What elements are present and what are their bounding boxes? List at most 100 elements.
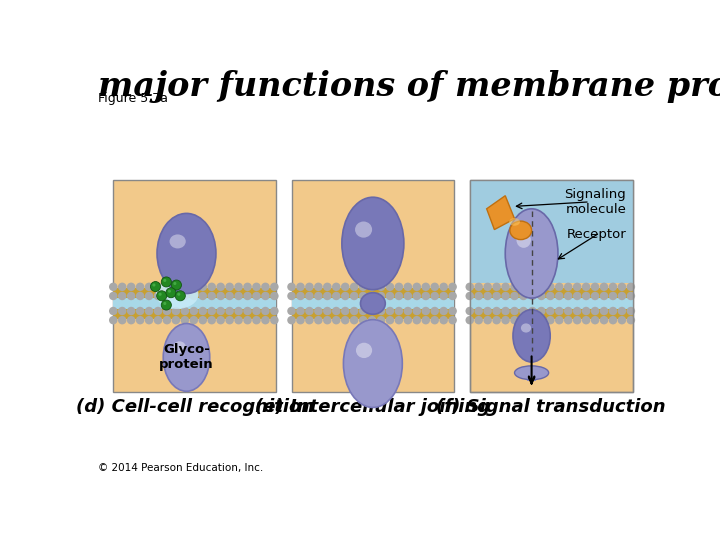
Circle shape <box>474 307 483 315</box>
Circle shape <box>136 316 145 325</box>
Circle shape <box>234 282 243 291</box>
Circle shape <box>359 292 367 300</box>
Circle shape <box>466 282 474 291</box>
Circle shape <box>189 307 198 315</box>
Circle shape <box>261 282 270 291</box>
Circle shape <box>163 282 171 291</box>
Circle shape <box>199 292 207 300</box>
Circle shape <box>199 316 207 325</box>
Circle shape <box>154 292 162 300</box>
Circle shape <box>350 307 359 315</box>
Circle shape <box>519 316 528 325</box>
Circle shape <box>600 292 608 300</box>
Circle shape <box>510 282 519 291</box>
Circle shape <box>252 292 261 300</box>
Circle shape <box>404 307 412 315</box>
Circle shape <box>296 316 305 325</box>
Circle shape <box>177 293 180 296</box>
Circle shape <box>163 279 166 282</box>
Circle shape <box>323 282 332 291</box>
Circle shape <box>546 282 554 291</box>
Circle shape <box>573 282 582 291</box>
Circle shape <box>350 282 359 291</box>
Circle shape <box>154 282 162 291</box>
Circle shape <box>368 292 377 300</box>
Circle shape <box>546 307 554 315</box>
Ellipse shape <box>510 221 531 240</box>
Circle shape <box>234 307 243 315</box>
Ellipse shape <box>157 213 216 293</box>
Circle shape <box>528 307 536 315</box>
Circle shape <box>296 307 305 315</box>
Circle shape <box>618 292 626 300</box>
Circle shape <box>296 282 305 291</box>
Circle shape <box>153 284 156 287</box>
Circle shape <box>305 307 314 315</box>
Circle shape <box>608 282 617 291</box>
Circle shape <box>350 292 359 300</box>
Circle shape <box>109 316 117 325</box>
Circle shape <box>431 292 439 300</box>
Circle shape <box>181 292 189 300</box>
Circle shape <box>618 307 626 315</box>
Circle shape <box>591 292 599 300</box>
Circle shape <box>314 292 323 300</box>
Circle shape <box>175 291 185 301</box>
Ellipse shape <box>515 366 549 380</box>
Circle shape <box>171 307 180 315</box>
Bar <box>469 298 632 309</box>
Circle shape <box>166 288 176 298</box>
Circle shape <box>207 316 216 325</box>
Circle shape <box>395 307 403 315</box>
Circle shape <box>350 316 359 325</box>
Circle shape <box>296 292 305 300</box>
Circle shape <box>243 316 252 325</box>
Circle shape <box>287 307 296 315</box>
Circle shape <box>501 292 510 300</box>
Circle shape <box>109 307 117 315</box>
Circle shape <box>181 307 189 315</box>
Ellipse shape <box>173 341 186 353</box>
Circle shape <box>118 316 127 325</box>
Circle shape <box>582 316 590 325</box>
Circle shape <box>163 292 171 300</box>
Circle shape <box>181 316 189 325</box>
Circle shape <box>332 292 341 300</box>
Circle shape <box>431 307 439 315</box>
Circle shape <box>573 316 582 325</box>
Circle shape <box>528 316 536 325</box>
Circle shape <box>413 316 421 325</box>
Circle shape <box>225 292 234 300</box>
Circle shape <box>171 282 180 291</box>
Circle shape <box>564 316 572 325</box>
Circle shape <box>109 292 117 300</box>
Circle shape <box>171 316 180 325</box>
Circle shape <box>154 316 162 325</box>
Circle shape <box>118 292 127 300</box>
Circle shape <box>582 307 590 315</box>
Circle shape <box>519 282 528 291</box>
Circle shape <box>449 307 457 315</box>
Circle shape <box>368 282 377 291</box>
Text: Signaling
molecule: Signaling molecule <box>564 188 626 216</box>
Circle shape <box>332 282 341 291</box>
Circle shape <box>537 307 546 315</box>
Circle shape <box>608 292 617 300</box>
Circle shape <box>395 316 403 325</box>
Bar <box>469 180 632 392</box>
Circle shape <box>404 292 412 300</box>
Circle shape <box>359 282 367 291</box>
Circle shape <box>359 316 367 325</box>
Text: major functions of membrane proteins: major functions of membrane proteins <box>98 70 720 103</box>
Circle shape <box>626 316 635 325</box>
Text: Figure 5.7a: Figure 5.7a <box>98 92 168 105</box>
Circle shape <box>573 307 582 315</box>
Circle shape <box>501 316 510 325</box>
Text: © 2014 Pearson Education, Inc.: © 2014 Pearson Education, Inc. <box>98 463 263 473</box>
Circle shape <box>332 307 341 315</box>
Circle shape <box>341 307 349 315</box>
Circle shape <box>234 292 243 300</box>
Circle shape <box>341 282 349 291</box>
Circle shape <box>404 316 412 325</box>
Circle shape <box>171 292 180 300</box>
